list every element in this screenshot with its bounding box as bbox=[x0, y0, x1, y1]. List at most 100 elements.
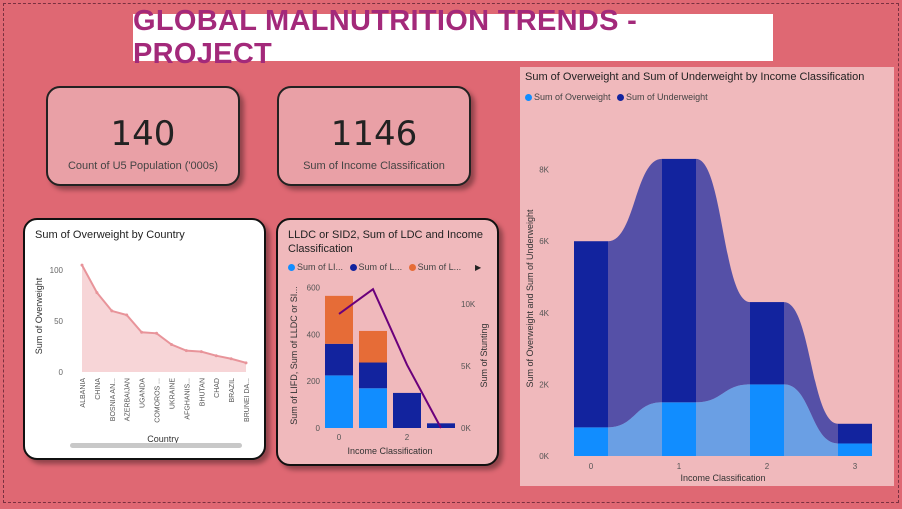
chart2-y2-axis-label: Sum of Stunting bbox=[479, 323, 489, 387]
chart1-y-tick: 50 bbox=[54, 317, 63, 326]
chart2-legend: Sum of LI... Sum of L... Sum of L... bbox=[288, 262, 465, 272]
chart3-legend-underweight[interactable]: Sum of Underweight bbox=[617, 92, 708, 102]
chart2-y-tick: 0 bbox=[316, 424, 321, 433]
chart2-legend-item-2[interactable]: Sum of L... bbox=[349, 262, 402, 272]
chart1-area-fill bbox=[82, 265, 246, 372]
chart1-x-tick: AZERBAIJAN bbox=[125, 378, 132, 421]
chart2-legend-item-3[interactable]: Sum of L... bbox=[408, 262, 461, 272]
overweight-by-country-chart: 0 50 100 Sum of Overweight ALBANIA CHINA BOSNI… bbox=[34, 263, 251, 444]
kpi-label-income-classification: Sum of Income Classification bbox=[303, 160, 445, 172]
chart3-x-tick: 0 bbox=[589, 462, 594, 471]
chart3-x-tick: 3 bbox=[853, 462, 858, 471]
chart1-x-tick: UKRAINE bbox=[169, 378, 176, 409]
chart1-x-tick: COMOROS ... bbox=[155, 378, 162, 423]
chart3-overweight-ribbon bbox=[784, 384, 838, 456]
chart2-bar-segment bbox=[325, 343, 353, 376]
kpi-card-u5-population[interactable]: 140 Count of U5 Population ('000s) bbox=[46, 86, 240, 186]
chart1-line bbox=[81, 264, 247, 364]
chart2-stunting-line bbox=[338, 287, 442, 429]
legend-next-arrow-icon[interactable]: ▶ bbox=[475, 263, 482, 272]
chart3-bar-overweight bbox=[662, 402, 696, 456]
chart1-point bbox=[214, 354, 218, 358]
chart3-bar-overweight bbox=[750, 384, 784, 456]
chart1-x-tick: ALBANIA bbox=[80, 378, 87, 408]
chart1-title: Sum of Overweight by Country bbox=[35, 229, 185, 241]
overweight-underweight-panel[interactable]: Sum of Overweight and Sum of Underweight… bbox=[520, 67, 894, 486]
chart1-point bbox=[95, 291, 99, 295]
chart2-y2-tick: 0K bbox=[461, 424, 471, 433]
chart3-x-tick: 2 bbox=[765, 462, 770, 471]
chart3-y-tick: 4K bbox=[539, 309, 549, 318]
overweight-by-country-card[interactable]: Sum of Overweight by Country 0 50 100 Sum o… bbox=[23, 218, 266, 460]
chart3-overweight-ribbon bbox=[608, 402, 662, 456]
overweight-underweight-chart: 0K 2K 4K 6K 8K Sum of Overweight and Sum of U… bbox=[525, 158, 872, 483]
chart2-bar-segment bbox=[427, 423, 455, 428]
chart1-x-axis-label: Country bbox=[147, 434, 179, 444]
chart3-bar-underweight bbox=[574, 241, 608, 428]
chart1-y-tick: 100 bbox=[50, 266, 64, 275]
chart2-x-tick: 2 bbox=[405, 433, 410, 442]
lldc-income-card[interactable]: LLDC or SID2, Sum of LDC and Income Clas… bbox=[276, 218, 499, 466]
chart1-x-tick: UGANDA bbox=[140, 378, 147, 408]
chart1-point bbox=[184, 349, 188, 353]
kpi-value-u5-population: 140 bbox=[110, 114, 176, 154]
chart2-title: LLDC or SID2, Sum of LDC and Income Clas… bbox=[288, 229, 484, 255]
chart2-legend-item-1[interactable]: Sum of LI... bbox=[288, 262, 343, 272]
chart1-point bbox=[155, 331, 159, 335]
chart2-x-axis-label: Income Classification bbox=[347, 446, 432, 456]
chart1-point bbox=[125, 313, 129, 317]
chart3-underweight-ribbon bbox=[696, 158, 750, 403]
chart2-y2-tick: 10K bbox=[461, 300, 476, 309]
chart1-x-tick: CHINA bbox=[95, 378, 102, 400]
chart2-y-tick: 400 bbox=[307, 330, 321, 339]
chart1-point bbox=[229, 357, 233, 361]
dashboard-title: GLOBAL MALNUTRITION TRENDS - PROJECT bbox=[133, 4, 638, 70]
chart1-x-tick: BRUNEI DA... bbox=[244, 378, 251, 422]
chart3-bar-underweight bbox=[750, 302, 784, 385]
chart1-scrollbar[interactable] bbox=[70, 443, 242, 448]
chart3-underweight-ribbon bbox=[784, 302, 838, 444]
chart3-title: Sum of Overweight and Sum of Underweight… bbox=[525, 71, 865, 83]
chart3-y-tick: 6K bbox=[539, 237, 549, 246]
chart2-y2-tick: 5K bbox=[461, 362, 471, 371]
kpi-label-u5-population: Count of U5 Population ('000s) bbox=[67, 160, 219, 172]
chart2-y-axis-label: Sum of LIFD, Sum of LLDC or SI... bbox=[289, 286, 299, 425]
chart1-x-tick: BHUTAN bbox=[199, 378, 206, 406]
chart1-point bbox=[110, 309, 114, 313]
chart3-bar-underweight bbox=[838, 423, 872, 444]
chart3-y-axis-label: Sum of Overweight and Sum of Underweight bbox=[525, 209, 535, 388]
dashboard-title-box: GLOBAL MALNUTRITION TRENDS - PROJECT bbox=[133, 5, 773, 70]
chart1-x-tick: BRAZIL bbox=[229, 378, 236, 403]
chart3-y-tick: 0K bbox=[539, 452, 549, 461]
chart2-bar-segment bbox=[325, 295, 353, 344]
chart1-point bbox=[244, 361, 248, 365]
chart3-legend-overweight[interactable]: Sum of Overweight bbox=[525, 92, 611, 102]
chart1-point bbox=[80, 263, 84, 267]
chart2-bar-segment bbox=[393, 392, 421, 428]
chart1-y-tick: 0 bbox=[59, 368, 64, 377]
chart3-x-axis-label: Income Classification bbox=[680, 473, 765, 483]
chart3-bar-overweight bbox=[838, 443, 872, 456]
chart2-bar-segment bbox=[359, 388, 387, 428]
chart1-x-tick: CHAD bbox=[214, 378, 221, 398]
chart3-x-tick: 1 bbox=[677, 462, 682, 471]
chart1-x-tick: BOSNIA AN... bbox=[110, 378, 117, 421]
chart1-x-tick: AFGHANIS... bbox=[184, 378, 191, 420]
chart3-overweight-ribbon bbox=[696, 384, 750, 456]
chart1-point bbox=[199, 350, 203, 354]
dashboard-frame bbox=[3, 3, 899, 503]
chart3-underweight-ribbon bbox=[608, 158, 662, 428]
chart2-y-tick: 200 bbox=[307, 377, 321, 386]
kpi-value-income-classification: 1146 bbox=[330, 114, 418, 154]
chart2-x-tick: 0 bbox=[337, 433, 342, 442]
chart2-y-tick: 600 bbox=[307, 284, 321, 293]
chart3-y-tick: 2K bbox=[539, 380, 549, 389]
chart2-bar-segment bbox=[359, 330, 387, 363]
kpi-card-income-classification[interactable]: 1146 Sum of Income Classification bbox=[277, 86, 471, 186]
chart2-bar-segment bbox=[359, 362, 387, 389]
chart1-y-axis-label: Sum of Overweight bbox=[34, 277, 44, 354]
chart3-legend: Sum of Overweight Sum of Underweight bbox=[525, 92, 712, 102]
chart2-bar-segment bbox=[325, 375, 353, 428]
chart1-point bbox=[169, 343, 173, 347]
chart3-bar-overweight bbox=[574, 427, 608, 456]
